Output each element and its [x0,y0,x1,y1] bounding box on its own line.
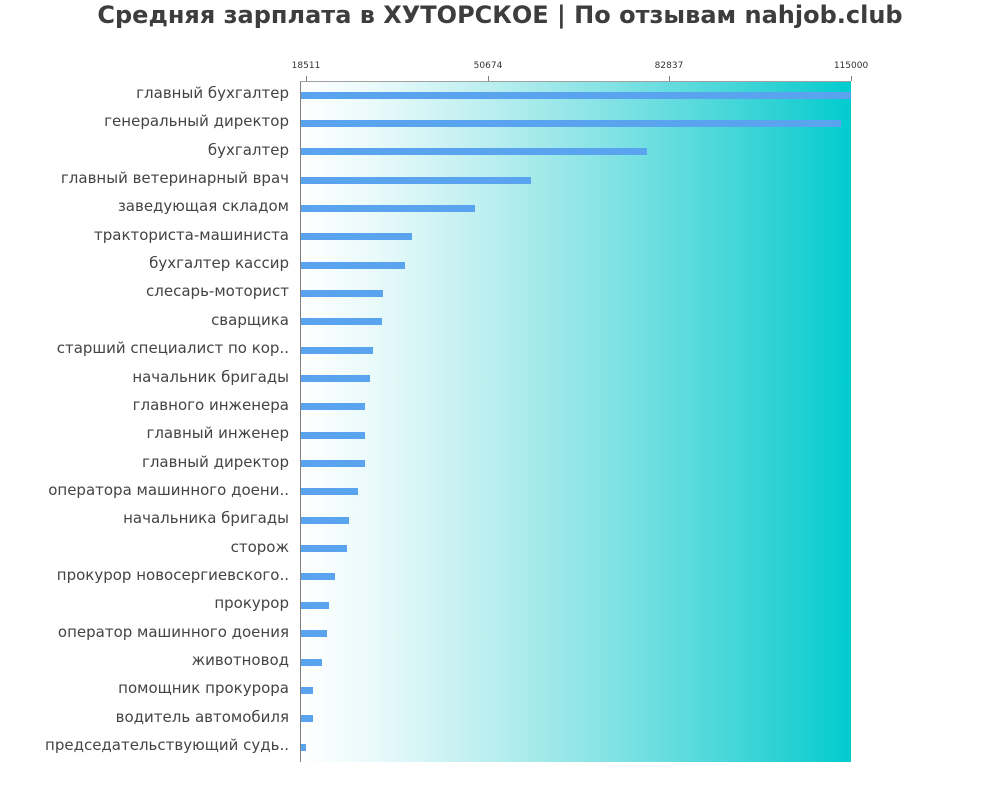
x-tick [851,76,852,81]
bar[interactable] [301,148,647,155]
category-label: помощник прокурора [118,679,289,697]
bar[interactable] [301,432,365,439]
x-tick-label: 115000 [833,61,869,71]
plot-area [300,81,851,762]
chart-title: Средняя зарплата в ХУТОРСКОЕ | По отзыва… [97,1,903,29]
category-label: главный ветеринарный врач [60,169,289,187]
bar[interactable] [301,290,383,297]
category-label: председательствующий судь.. [45,736,289,754]
bar[interactable] [301,659,322,666]
category-label: начальник бригады [132,368,289,386]
bar[interactable] [301,545,347,552]
category-label: главный инженер [146,424,289,442]
x-tick-label: 18511 [291,61,321,71]
bar[interactable] [301,602,329,609]
bar[interactable] [301,630,327,637]
category-label: главного инженера [132,396,289,414]
category-label: бухгалтер [207,141,289,159]
bar[interactable] [301,460,365,467]
bar[interactable] [301,687,313,694]
bar[interactable] [301,403,365,410]
category-label: заведующая складом [117,197,289,215]
category-label: сварщика [211,311,289,329]
category-label: прокурор новосергиевского.. [56,566,289,584]
category-label: водитель автомобиля [115,708,289,726]
x-tick-label: 50674 [473,61,503,71]
bar[interactable] [301,347,373,354]
x-tick [669,76,670,81]
bar[interactable] [301,744,306,751]
category-label: генеральный директор [104,112,289,130]
bar[interactable] [301,92,851,99]
category-label: животновод [191,651,289,669]
category-label: оператора машинного доени.. [48,481,289,499]
bar[interactable] [301,177,531,184]
x-tick-label: 82837 [654,61,684,71]
category-label: главный директор [141,453,289,471]
category-label: прокурор [214,594,289,612]
bar[interactable] [301,205,475,212]
bar[interactable] [301,573,335,580]
bar[interactable] [301,233,412,240]
bar[interactable] [301,715,313,722]
category-label: тракториста-машиниста [94,226,289,244]
category-label: оператор машинного доения [57,623,289,641]
category-label: главный бухгалтер [136,84,289,102]
category-label: слесарь-моторист [146,282,289,300]
bar[interactable] [301,318,382,325]
bar[interactable] [301,120,841,127]
bar[interactable] [301,375,370,382]
category-label: начальника бригады [123,509,289,527]
category-label: бухгалтер кассир [149,254,289,272]
x-tick [488,76,489,81]
x-tick [306,76,307,81]
category-label: сторож [230,538,289,556]
bar[interactable] [301,262,405,269]
bar[interactable] [301,517,349,524]
bar[interactable] [301,488,358,495]
category-label: старший специалист по кор.. [56,339,289,357]
